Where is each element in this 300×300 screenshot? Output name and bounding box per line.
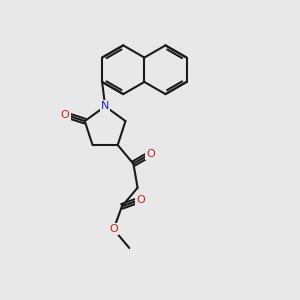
Text: O: O (146, 149, 155, 159)
Text: O: O (61, 110, 69, 120)
Text: O: O (109, 224, 118, 234)
Text: O: O (136, 194, 145, 205)
Text: N: N (101, 101, 109, 111)
